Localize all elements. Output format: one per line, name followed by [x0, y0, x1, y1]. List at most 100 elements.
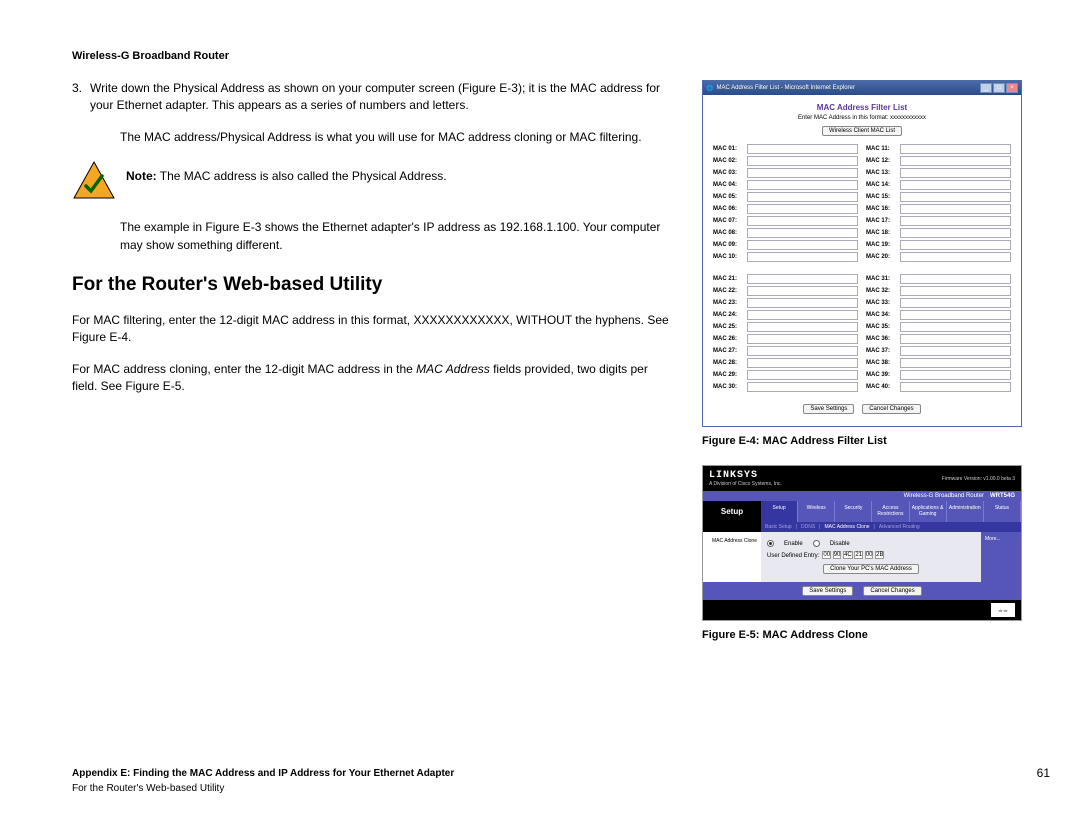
enable-radio[interactable] — [767, 540, 774, 547]
sub-tab[interactable]: DDNS — [797, 522, 819, 532]
save-settings-button[interactable]: Save Settings — [803, 404, 854, 414]
ie-icon: 🌐 — [706, 85, 713, 92]
mac-label: MAC 14: — [866, 182, 900, 188]
mac-input[interactable] — [747, 252, 858, 262]
wireless-client-button[interactable]: Wireless Client MAC List — [822, 126, 902, 136]
mac-input[interactable] — [900, 204, 1011, 214]
mac-row: MAC 17: — [866, 216, 1011, 226]
mac-input[interactable] — [747, 216, 858, 226]
mac-input[interactable] — [747, 382, 858, 392]
mac-row: MAC 12: — [866, 156, 1011, 166]
mac-input[interactable] — [900, 286, 1011, 296]
mac-row: MAC 16: — [866, 204, 1011, 214]
mac-input[interactable] — [900, 144, 1011, 154]
mac-input[interactable] — [747, 370, 858, 380]
mac-input[interactable] — [900, 382, 1011, 392]
doc-header: Wireless-G Broadband Router — [72, 50, 1050, 62]
mac-input[interactable] — [747, 192, 858, 202]
mac-input[interactable] — [900, 156, 1011, 166]
mac-input[interactable] — [900, 274, 1011, 284]
close-button[interactable]: × — [1006, 83, 1018, 93]
disable-label: Disable — [830, 541, 850, 547]
mac-input[interactable] — [900, 168, 1011, 178]
mac-row: MAC 30: — [713, 382, 858, 392]
mac-hex-field[interactable]: 00 — [822, 551, 831, 559]
mac-label: MAC 39: — [866, 372, 900, 378]
sub-tab[interactable]: MAC Address Clone — [820, 522, 873, 532]
mac-input[interactable] — [900, 346, 1011, 356]
maximize-button[interactable]: □ — [993, 83, 1005, 93]
mac-label: MAC 04: — [713, 182, 747, 188]
note-text: Note: The MAC address is also called the… — [126, 168, 447, 185]
mac-input[interactable] — [747, 180, 858, 190]
minimize-button[interactable]: _ — [980, 83, 992, 93]
mac-input[interactable] — [747, 286, 858, 296]
mac-input[interactable] — [747, 156, 858, 166]
mac-label: MAC 06: — [713, 206, 747, 212]
mac-label: MAC 32: — [866, 288, 900, 294]
radio-row: Enable Disable — [767, 540, 975, 547]
mac-input[interactable] — [900, 192, 1011, 202]
mac-input[interactable] — [747, 144, 858, 154]
mac-hex-field[interactable]: 2B — [875, 551, 884, 559]
mac-input[interactable] — [900, 370, 1011, 380]
e5-save-button[interactable]: Save Settings — [802, 586, 853, 596]
mac-hex-field[interactable]: 4C — [843, 551, 853, 559]
mac-input[interactable] — [900, 252, 1011, 262]
mac-input[interactable] — [900, 216, 1011, 226]
nav-tab[interactable]: Status — [984, 501, 1021, 522]
mac-label: MAC 07: — [713, 218, 747, 224]
nav-tab[interactable]: Setup — [761, 501, 798, 522]
mac-row: MAC 03: — [713, 168, 858, 178]
mac-input[interactable] — [747, 346, 858, 356]
mac-label: MAC 24: — [713, 312, 747, 318]
mac-input[interactable] — [747, 358, 858, 368]
nav-tab[interactable]: Administration — [947, 501, 984, 522]
disable-radio[interactable] — [813, 540, 820, 547]
mac-row: MAC 32: — [866, 286, 1011, 296]
nav-tab[interactable]: Applications & Gaming — [910, 501, 947, 522]
mac-label: MAC 29: — [713, 372, 747, 378]
mac-input[interactable] — [747, 240, 858, 250]
nav-tab[interactable]: Security — [835, 501, 872, 522]
mac-input[interactable] — [747, 310, 858, 320]
mac-row: MAC 02: — [713, 156, 858, 166]
mac-row: MAC 27: — [713, 346, 858, 356]
sub-tab[interactable]: Advanced Routing — [875, 522, 924, 532]
mac-input[interactable] — [747, 204, 858, 214]
more-link[interactable]: More... — [985, 536, 1017, 542]
mac-input[interactable] — [900, 310, 1011, 320]
mac-hex-field[interactable]: 21 — [854, 551, 863, 559]
figure-e4-caption: Figure E-4: MAC Address Filter List — [702, 435, 1022, 447]
cancel-changes-button[interactable]: Cancel Changes — [862, 404, 920, 414]
mac-input[interactable] — [900, 358, 1011, 368]
clone-mac-button[interactable]: Clone Your PC's MAC Address — [823, 564, 919, 574]
mac-input[interactable] — [747, 228, 858, 238]
mac-label: MAC 20: — [866, 254, 900, 260]
mac-label: MAC 37: — [866, 348, 900, 354]
mac-input[interactable] — [900, 180, 1011, 190]
nav-tab[interactable]: Access Restrictions — [872, 501, 909, 522]
mac-row: MAC 07: — [713, 216, 858, 226]
mac-input[interactable] — [747, 168, 858, 178]
mac-hex-field[interactable]: 90 — [833, 551, 842, 559]
mac-input[interactable] — [900, 240, 1011, 250]
nav-tab[interactable]: Wireless — [798, 501, 835, 522]
product-bar: Wireless-G Broadband Router WRT54G — [703, 491, 1021, 501]
sub-tab[interactable]: Basic Setup — [761, 522, 796, 532]
mac-input[interactable] — [900, 334, 1011, 344]
mac-input[interactable] — [900, 298, 1011, 308]
linksys-logo: LINKSYS — [709, 470, 782, 481]
e5-cancel-button[interactable]: Cancel Changes — [863, 586, 921, 596]
mac-input[interactable] — [747, 274, 858, 284]
note-body: The MAC address is also called the Physi… — [157, 169, 447, 183]
mac-hex-field[interactable]: 00 — [865, 551, 874, 559]
mac-input[interactable] — [900, 228, 1011, 238]
mac-input[interactable] — [747, 334, 858, 344]
mac-input[interactable] — [747, 298, 858, 308]
mac-input[interactable] — [747, 322, 858, 332]
para4-a: For MAC address cloning, enter the 12-di… — [72, 362, 416, 376]
figure-e4-titlebar: 🌐 MAC Address Filter List - Microsoft In… — [703, 81, 1021, 95]
mac-input[interactable] — [900, 322, 1011, 332]
model-name: WRT54G — [990, 493, 1015, 499]
